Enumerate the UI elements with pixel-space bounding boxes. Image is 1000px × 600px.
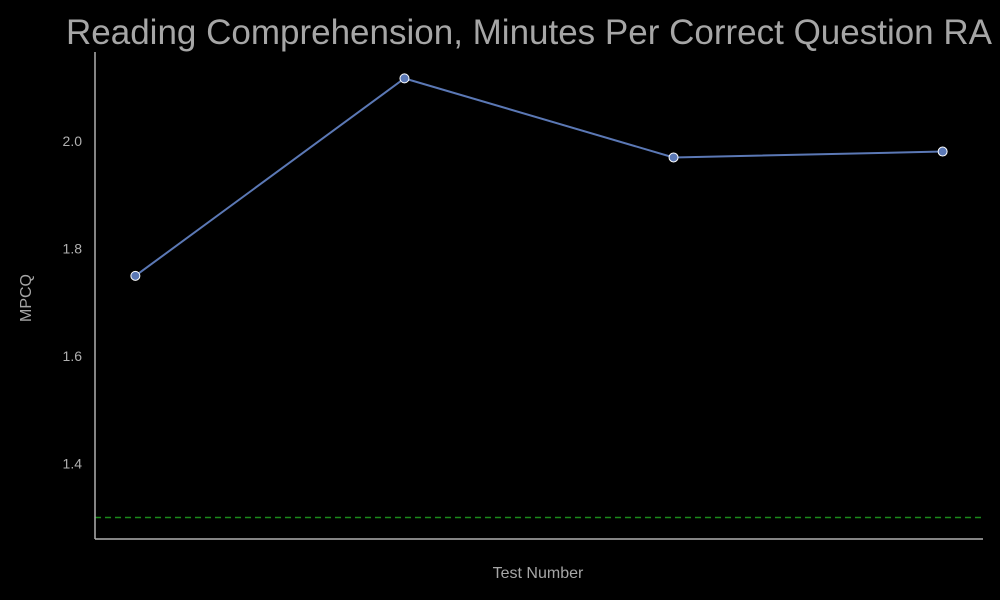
y-axis-label: MPCQ bbox=[18, 274, 35, 322]
y-tick-label: 2.0 bbox=[63, 133, 83, 149]
y-tick-label: 1.6 bbox=[63, 348, 83, 364]
y-tick-label: 1.8 bbox=[63, 240, 83, 256]
data-point bbox=[399, 73, 410, 84]
series-line bbox=[134, 77, 943, 277]
data-point bbox=[130, 270, 141, 281]
data-point bbox=[937, 146, 948, 157]
data-point bbox=[668, 152, 679, 163]
y-tick-label: 1.4 bbox=[63, 456, 83, 472]
data-points-layer bbox=[130, 73, 948, 281]
chart-title: Reading Comprehension, Minutes Per Corre… bbox=[66, 13, 1000, 52]
series-line-layer bbox=[134, 77, 943, 277]
y-tick-labels: 1.4 1.6 1.8 2.0 bbox=[63, 133, 83, 472]
x-axis-label: Test Number bbox=[493, 565, 584, 582]
